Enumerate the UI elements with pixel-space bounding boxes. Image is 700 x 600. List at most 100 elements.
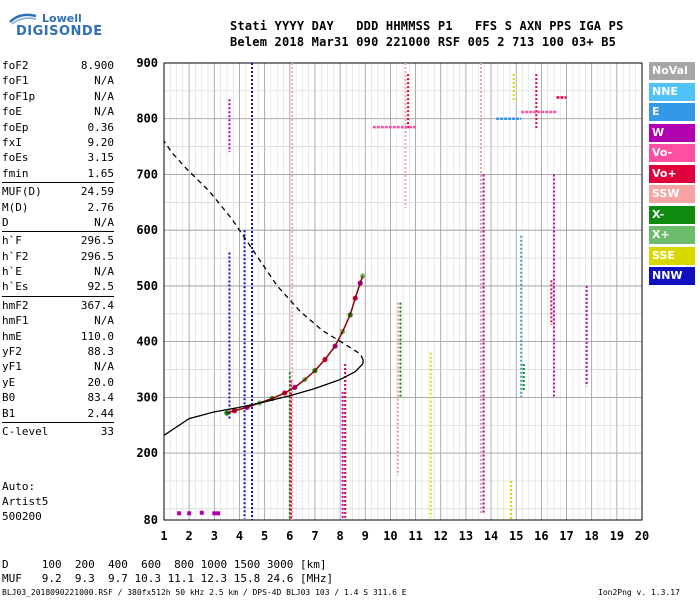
es-echo-point xyxy=(177,511,182,516)
footer-muf-row: MUF 9.2 9.3 9.7 10.3 11.1 12.3 15.8 24.6… xyxy=(2,572,334,585)
param-row: h`F2 296.5 xyxy=(2,249,114,264)
param-key: yE xyxy=(2,375,16,389)
profile-extrapolation xyxy=(163,140,364,361)
x-tick-label: 2 xyxy=(186,529,193,543)
x-tick-label: 7 xyxy=(311,529,318,543)
param-key: h`F xyxy=(2,234,22,248)
param-row: MUF(D) 24.59 xyxy=(2,184,114,199)
y-tick-label: 500 xyxy=(136,279,158,293)
param-row: h`E N/A xyxy=(2,264,114,279)
es-echo-point xyxy=(216,511,221,516)
y-tick-label: 800 xyxy=(136,112,158,126)
plot-frame xyxy=(163,62,643,521)
x-tick-label: 18 xyxy=(584,529,598,543)
param-key: B0 xyxy=(2,391,16,405)
autoscaling-info: Auto: Artist5 500200 xyxy=(2,480,49,523)
electron-density-profile xyxy=(163,359,364,436)
logo-lowell-text: Lowell xyxy=(42,12,82,25)
param-row: foF1 N/A xyxy=(2,73,114,88)
param-row: C-level 33 xyxy=(2,424,114,439)
param-key: hmE xyxy=(2,329,22,343)
param-value: 1.65 xyxy=(87,166,115,180)
param-value: N/A xyxy=(94,360,114,374)
y-tick-label: 300 xyxy=(136,390,158,404)
x-tick-label: 10 xyxy=(383,529,397,543)
param-row: foF2 8.900 xyxy=(2,58,114,73)
param-row: foEs 3.15 xyxy=(2,150,114,165)
param-key: foF1 xyxy=(2,74,29,88)
param-separator xyxy=(2,295,114,297)
x-tick-label: 3 xyxy=(211,529,218,543)
logo-swoosh-icon xyxy=(9,13,37,25)
param-separator xyxy=(2,421,114,423)
x-tick-label: 12 xyxy=(434,529,448,543)
param-key: fmin xyxy=(2,166,29,180)
x-tick-label: 1 xyxy=(160,529,167,543)
param-key: yF1 xyxy=(2,360,22,374)
x-tick-label: 5 xyxy=(261,529,268,543)
param-key: C-level xyxy=(2,424,49,438)
param-row: yF1 N/A xyxy=(2,359,114,374)
y-tick-label: 80 xyxy=(144,513,158,527)
param-row: hmF1 N/A xyxy=(2,313,114,328)
y-tick-label: 200 xyxy=(136,446,158,460)
legend-item-sse: SSE xyxy=(649,246,695,265)
param-row: yF2 88.3 xyxy=(2,344,114,359)
param-value: 2.76 xyxy=(87,200,115,214)
param-value: 367.4 xyxy=(80,298,114,312)
param-row: h`Es 92.5 xyxy=(2,279,114,294)
footer-distance-row: D 100 200 400 600 800 1000 1500 3000 [km… xyxy=(2,558,327,571)
param-value: 296.5 xyxy=(80,249,114,263)
param-row: M(D) 2.76 xyxy=(2,200,114,215)
param-value: 33 xyxy=(100,424,114,438)
x-tick-label: 17 xyxy=(559,529,573,543)
o-trace-point xyxy=(224,410,230,416)
legend-item-vo: Vo+ xyxy=(649,164,695,183)
param-separator xyxy=(2,182,114,184)
param-value: N/A xyxy=(94,89,114,103)
x-tick-label: 20 xyxy=(635,529,649,543)
param-row: foF1p N/A xyxy=(2,89,114,104)
es-echo-point xyxy=(212,511,217,516)
x-tick-label: 19 xyxy=(610,529,624,543)
es-echo-point xyxy=(187,511,192,516)
x-tick-label: 8 xyxy=(336,529,343,543)
param-key: foF2 xyxy=(2,59,29,72)
param-value: 9.20 xyxy=(87,135,115,149)
param-key: yF2 xyxy=(2,345,22,359)
es-echo-point xyxy=(199,510,204,515)
x-tick-label: 4 xyxy=(236,529,243,543)
x-tick-label: 16 xyxy=(534,529,548,543)
param-key: h`E xyxy=(2,265,22,279)
param-row: B0 83.4 xyxy=(2,390,114,405)
y-tick-label: 600 xyxy=(136,223,158,237)
param-key: hmF1 xyxy=(2,314,29,328)
param-row: foE N/A xyxy=(2,104,114,119)
param-value: 8.900 xyxy=(80,59,114,72)
param-key: fxI xyxy=(2,135,22,149)
param-key: foEs xyxy=(2,151,29,165)
param-row: h`F 296.5 xyxy=(2,233,114,248)
param-value: 24.59 xyxy=(80,185,114,199)
param-value: 296.5 xyxy=(80,234,114,248)
parameter-panel: foF2 8.900 foF1 N/A foF1p N/A foE N/A foEp 0.36 fx… xyxy=(2,58,114,439)
x-tick-label: 15 xyxy=(509,529,523,543)
x-tick-label: 11 xyxy=(408,529,422,543)
legend-item-e: E xyxy=(649,103,695,121)
legend-item-vo: Vo- xyxy=(649,144,695,162)
legend-item-w: W xyxy=(649,123,695,142)
legend-item-noval: NoVal xyxy=(649,62,695,80)
param-value: 0.36 xyxy=(87,120,115,134)
param-separator xyxy=(2,231,114,233)
x-tick-label: 14 xyxy=(484,529,498,543)
param-value: N/A xyxy=(94,265,114,279)
header-labels-row: Stati YYYY DAY DDD HHMMSS P1 FFS S AXN P… xyxy=(230,19,624,33)
x-tick-label: 6 xyxy=(286,529,293,543)
param-value: N/A xyxy=(94,215,114,229)
param-key: hmF2 xyxy=(2,298,29,312)
param-value: 88.3 xyxy=(87,345,115,359)
param-key: foE xyxy=(2,105,22,119)
x-tick-label: 13 xyxy=(459,529,473,543)
param-value: N/A xyxy=(94,74,114,88)
param-row: D N/A xyxy=(2,215,114,230)
